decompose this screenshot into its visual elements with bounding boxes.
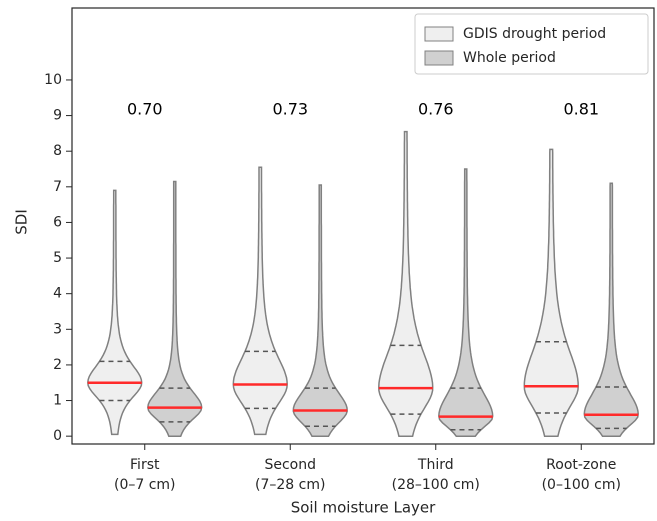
y-tick-label: 7 bbox=[53, 179, 62, 195]
x-tick-label: Root-zone bbox=[546, 457, 616, 473]
violin-body bbox=[583, 182, 639, 437]
y-tick-label: 3 bbox=[53, 321, 62, 337]
y-tick-label: 10 bbox=[44, 72, 62, 88]
y-axis-title: SDI bbox=[13, 209, 31, 235]
x-tick-label: (0–100 cm) bbox=[542, 477, 621, 493]
violin-body bbox=[232, 166, 288, 436]
annotation: 0.70 bbox=[127, 100, 163, 119]
violin-body bbox=[292, 184, 348, 437]
y-tick-label: 1 bbox=[53, 393, 62, 409]
annotation: 0.81 bbox=[563, 100, 599, 119]
y-tick-label: 0 bbox=[53, 428, 62, 444]
y-tick-label: 4 bbox=[53, 286, 62, 302]
x-tick-label: (0–7 cm) bbox=[114, 477, 176, 493]
x-tick-label: (28–100 cm) bbox=[392, 477, 480, 493]
x-tick-label: Third bbox=[417, 457, 454, 473]
legend-label: GDIS drought period bbox=[463, 26, 606, 42]
y-tick-label: 5 bbox=[53, 250, 62, 266]
x-tick-label: Second bbox=[264, 457, 316, 473]
violin-body bbox=[438, 168, 494, 437]
legend-box bbox=[414, 13, 649, 75]
y-tick-label: 9 bbox=[53, 108, 62, 124]
x-tick-label: First bbox=[130, 457, 160, 473]
annotation: 0.76 bbox=[418, 100, 454, 119]
violin-body bbox=[87, 189, 143, 436]
plot-frame bbox=[71, 7, 655, 445]
legend-swatch bbox=[424, 26, 454, 42]
legend-label: Whole period bbox=[463, 50, 556, 66]
legend-swatch bbox=[424, 50, 454, 66]
annotation: 0.73 bbox=[272, 100, 308, 119]
y-tick-label: 6 bbox=[53, 214, 62, 230]
violin-body bbox=[523, 148, 579, 437]
violin-body bbox=[378, 130, 434, 437]
y-tick-label: 2 bbox=[53, 357, 62, 373]
violin-body bbox=[147, 180, 203, 437]
x-axis-title: Soil moisture Layer bbox=[291, 499, 436, 517]
y-tick-label: 8 bbox=[53, 143, 62, 159]
x-tick-label: (7–28 cm) bbox=[255, 477, 325, 493]
